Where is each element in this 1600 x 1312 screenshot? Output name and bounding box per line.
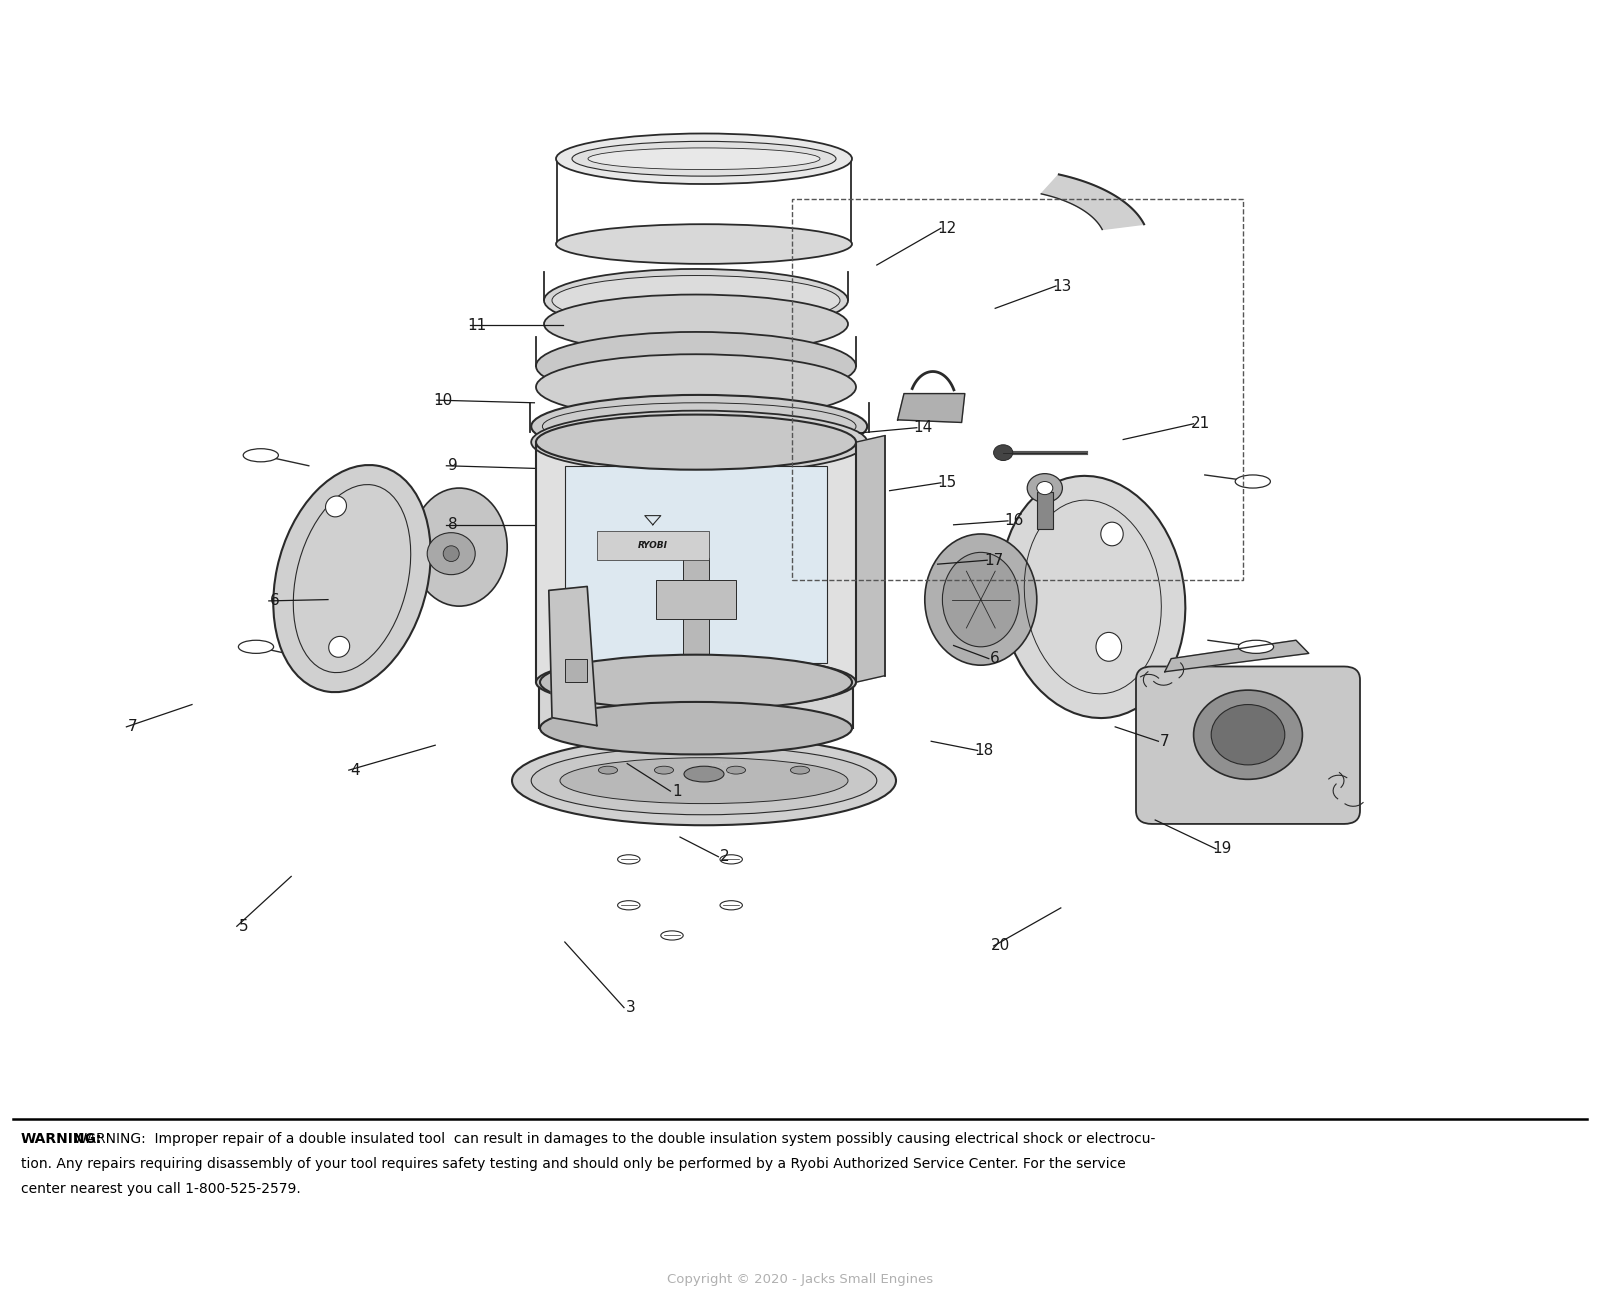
Ellipse shape (531, 395, 867, 458)
Text: 2: 2 (720, 849, 730, 865)
Bar (597, 531, 709, 560)
Ellipse shape (325, 496, 347, 517)
Ellipse shape (544, 269, 848, 332)
Ellipse shape (1235, 475, 1270, 488)
Ellipse shape (560, 757, 848, 803)
Text: 5: 5 (238, 918, 248, 934)
Ellipse shape (238, 640, 274, 653)
Ellipse shape (536, 656, 856, 708)
Ellipse shape (328, 636, 350, 657)
Ellipse shape (618, 855, 640, 863)
Ellipse shape (1238, 640, 1274, 653)
Text: 14: 14 (914, 420, 933, 436)
Text: RYOBI: RYOBI (638, 542, 667, 550)
Ellipse shape (1194, 690, 1302, 779)
Ellipse shape (243, 449, 278, 462)
Ellipse shape (994, 445, 1013, 461)
Text: 3: 3 (626, 1000, 635, 1015)
Ellipse shape (790, 766, 810, 774)
Text: 8: 8 (448, 517, 458, 533)
Bar (683, 558, 709, 663)
Text: 9: 9 (448, 458, 458, 474)
Ellipse shape (1096, 632, 1122, 661)
Ellipse shape (589, 148, 819, 169)
Ellipse shape (531, 747, 877, 815)
Text: 15: 15 (938, 475, 957, 491)
Polygon shape (549, 586, 597, 726)
Ellipse shape (925, 534, 1037, 665)
Ellipse shape (720, 900, 742, 909)
Text: 6: 6 (270, 593, 280, 609)
Ellipse shape (541, 655, 851, 710)
Text: tion. Any repairs requiring disassembly of your tool requires safety testing and: tion. Any repairs requiring disassembly … (21, 1157, 1125, 1172)
Ellipse shape (942, 552, 1019, 647)
Text: 19: 19 (1213, 841, 1232, 857)
Text: 17: 17 (984, 552, 1003, 568)
Ellipse shape (573, 142, 835, 176)
Ellipse shape (274, 464, 430, 693)
Ellipse shape (1000, 476, 1186, 718)
Bar (792, 199, 1243, 580)
Ellipse shape (411, 488, 507, 606)
Text: 1: 1 (672, 783, 682, 799)
Text: JACKS
SMALL
ENGINES: JACKS SMALL ENGINES (707, 762, 733, 778)
Text: 10: 10 (434, 392, 453, 408)
Ellipse shape (720, 855, 742, 863)
Text: 21: 21 (1190, 416, 1210, 432)
Ellipse shape (726, 766, 746, 774)
Text: 18: 18 (974, 743, 994, 758)
Ellipse shape (1211, 705, 1285, 765)
Text: 12: 12 (938, 220, 957, 236)
Ellipse shape (427, 533, 475, 575)
Ellipse shape (598, 766, 618, 774)
Text: 13: 13 (1053, 278, 1072, 294)
Text: WARNING:: WARNING: (21, 1132, 102, 1147)
FancyBboxPatch shape (1136, 666, 1360, 824)
Text: 16: 16 (1005, 513, 1024, 529)
Bar (539, 682, 853, 728)
Ellipse shape (536, 332, 856, 400)
Text: 20: 20 (990, 938, 1010, 954)
Text: WARNING:  Improper repair of a double insulated tool  can result in damages to t: WARNING: Improper repair of a double ins… (21, 1132, 1155, 1147)
Bar (536, 442, 856, 682)
Text: 4: 4 (350, 762, 360, 778)
Text: center nearest you call 1-800-525-2579.: center nearest you call 1-800-525-2579. (21, 1182, 301, 1197)
Polygon shape (1042, 174, 1144, 230)
Ellipse shape (536, 415, 856, 470)
Ellipse shape (685, 766, 723, 782)
Ellipse shape (536, 354, 856, 420)
Text: 7: 7 (128, 719, 138, 735)
Text: 7: 7 (1160, 733, 1170, 749)
Ellipse shape (557, 224, 851, 264)
Ellipse shape (443, 546, 459, 562)
Polygon shape (1165, 640, 1309, 672)
Ellipse shape (544, 294, 848, 353)
Ellipse shape (552, 276, 840, 325)
Ellipse shape (1037, 482, 1053, 495)
Text: Copyright © 2020 - Jacks Small Engines: Copyright © 2020 - Jacks Small Engines (667, 1273, 933, 1286)
Bar (1037, 492, 1053, 529)
Bar (565, 659, 587, 682)
Ellipse shape (557, 134, 851, 184)
Ellipse shape (618, 900, 640, 909)
Text: 6: 6 (990, 651, 1000, 666)
Ellipse shape (512, 736, 896, 825)
Ellipse shape (541, 702, 851, 754)
Ellipse shape (1027, 474, 1062, 502)
Polygon shape (898, 394, 965, 422)
Ellipse shape (531, 411, 867, 474)
Bar (656, 580, 736, 619)
Ellipse shape (661, 932, 683, 939)
Ellipse shape (654, 766, 674, 774)
Polygon shape (856, 436, 885, 682)
Text: 11: 11 (467, 318, 486, 333)
Bar (565, 466, 827, 663)
Ellipse shape (1101, 522, 1123, 546)
